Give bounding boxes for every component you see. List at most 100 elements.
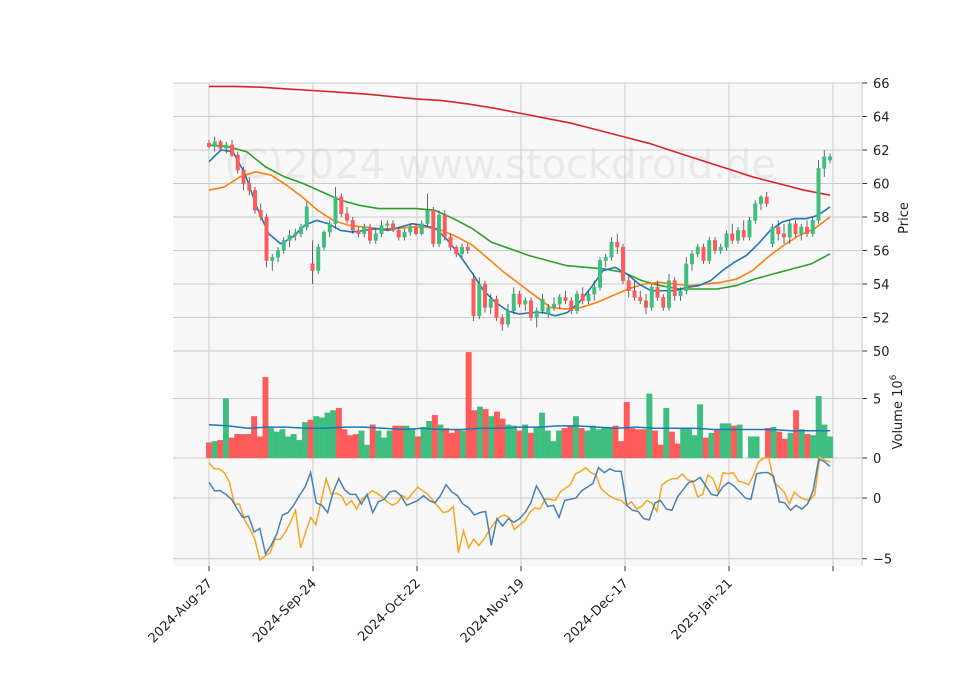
x-tick-label: 2024-Sep-24 xyxy=(250,576,320,646)
volume-bar xyxy=(646,393,653,459)
volume-bar xyxy=(448,432,455,459)
candle-down xyxy=(500,317,505,325)
candle-down xyxy=(448,236,453,248)
candle-up xyxy=(506,310,510,325)
candle-down xyxy=(626,280,631,291)
volume-tick-label: 0 xyxy=(873,452,881,467)
candle-down xyxy=(713,240,717,251)
volume-bar xyxy=(392,425,399,459)
candle-up xyxy=(770,226,775,245)
candle-down xyxy=(782,233,786,238)
volume-bar xyxy=(776,431,783,459)
volume-bar xyxy=(736,424,743,459)
volume-bar xyxy=(674,443,681,459)
volume-bar xyxy=(652,430,658,459)
volume-bar xyxy=(527,432,534,459)
x-tick-label: 2024-Dec-17 xyxy=(562,576,632,646)
candle-up xyxy=(546,307,551,315)
volume-bar xyxy=(431,415,438,459)
candle-up xyxy=(408,226,413,233)
volume-bar xyxy=(234,434,241,459)
candle-down xyxy=(529,300,533,318)
volume-bar xyxy=(268,428,275,459)
candle-up xyxy=(373,233,378,241)
volume-bar xyxy=(313,416,320,459)
watermark-text: (C)2024 www.stockdroid.de xyxy=(224,142,776,188)
candle-up xyxy=(586,293,591,301)
candle-up xyxy=(649,287,654,308)
candle-up xyxy=(212,141,217,147)
candle-down xyxy=(454,246,459,255)
volume-tick-label: 5 xyxy=(873,393,881,408)
candle-down xyxy=(638,297,643,301)
volume-bar xyxy=(725,423,732,459)
moving-average-line xyxy=(208,149,831,317)
candle-down xyxy=(471,278,476,317)
candle-down xyxy=(218,141,223,149)
candle-down xyxy=(207,143,211,147)
volume-bar xyxy=(714,429,721,459)
candle-down xyxy=(580,293,585,301)
candle-down xyxy=(431,210,436,245)
volume-bar xyxy=(347,435,354,459)
candle-up xyxy=(828,156,832,161)
volume-bar xyxy=(324,412,331,459)
candle-up xyxy=(299,226,303,235)
price-tick-label: 50 xyxy=(873,345,890,360)
volume-bar xyxy=(556,430,562,459)
candle-up xyxy=(425,210,430,224)
candle-down xyxy=(253,189,257,211)
volume-bar xyxy=(748,436,754,459)
candle-down xyxy=(517,293,522,305)
volume-bar xyxy=(595,429,602,459)
volume-bar xyxy=(488,416,495,459)
candle-down xyxy=(350,220,355,231)
candle-down xyxy=(345,213,349,221)
candle-up xyxy=(287,235,292,241)
candle-down xyxy=(230,144,234,156)
price-tick-label: 52 xyxy=(873,312,890,327)
candle-up xyxy=(322,231,326,248)
x-tick-label: 2024-Nov-19 xyxy=(458,576,528,646)
volume-bar xyxy=(764,428,771,459)
candle-up xyxy=(511,293,516,312)
volume-bar xyxy=(516,430,523,459)
price-tick-label: 66 xyxy=(873,77,890,92)
candle-up xyxy=(293,233,298,236)
candle-down xyxy=(442,215,447,238)
oscillator-line xyxy=(208,455,831,562)
moving-average-line xyxy=(208,144,831,290)
volume-bar xyxy=(510,425,517,459)
volume-bar xyxy=(251,416,258,459)
oscillator-tick-label: −5 xyxy=(873,553,892,568)
volume-bar xyxy=(273,431,280,459)
candle-down xyxy=(465,246,470,251)
candle-up xyxy=(598,260,602,288)
volume-bar xyxy=(285,436,291,459)
volume-bar xyxy=(505,424,512,459)
candle-up xyxy=(333,196,338,224)
volume-bar xyxy=(403,425,410,459)
price-tick-label: 54 xyxy=(873,278,890,293)
volume-bar xyxy=(352,434,359,459)
candle-down xyxy=(368,226,372,241)
x-tick-label: 2025-Jan-21 xyxy=(669,576,736,643)
volume-average-line xyxy=(208,423,830,432)
volume-bar xyxy=(482,409,489,459)
volume-bar xyxy=(731,425,737,459)
volume-bar xyxy=(657,444,664,459)
price-tick-label: 58 xyxy=(873,211,890,226)
volume-bar xyxy=(318,417,325,459)
oscillator-tick-label: 0 xyxy=(873,492,881,507)
candle-down xyxy=(396,230,401,238)
candle-up xyxy=(379,225,384,234)
candle-up xyxy=(747,220,752,238)
candle-up xyxy=(822,156,827,169)
candle-down xyxy=(235,154,240,171)
candle-up xyxy=(523,300,528,305)
candle-up xyxy=(304,206,309,228)
volume-bar xyxy=(827,436,833,459)
candle-up xyxy=(707,240,712,261)
candle-up xyxy=(695,246,700,255)
